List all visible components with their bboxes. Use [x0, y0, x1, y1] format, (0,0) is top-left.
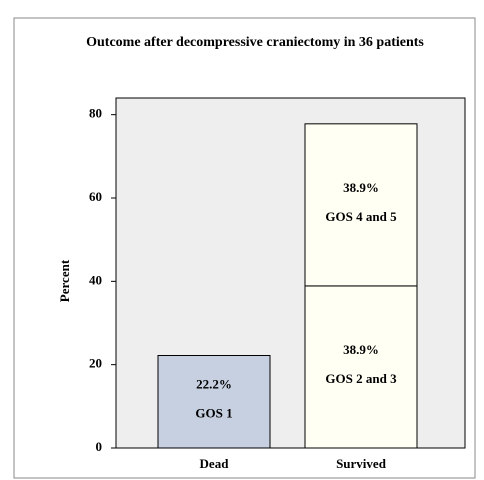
segment-label: GOS 4 and 5 [325, 209, 397, 224]
x-tick-label: Survived [336, 456, 387, 471]
bar-segment [304, 285, 418, 449]
bar-segment [157, 355, 271, 449]
y-tick-label: 60 [89, 189, 102, 204]
y-tick-label: 80 [89, 106, 102, 121]
value-label: 38.9% [343, 180, 379, 195]
value-label: 22.2% [196, 377, 232, 392]
y-tick-label: 20 [89, 356, 102, 371]
y-tick-label: 0 [96, 439, 103, 454]
value-label: 38.9% [343, 342, 379, 357]
y-axis-label: Percent [57, 259, 72, 302]
chart-title: Outcome after decompressive craniectomy … [86, 35, 424, 50]
segment-label: GOS 2 and 3 [325, 371, 397, 386]
segment-label: GOS 1 [195, 406, 232, 421]
x-tick-label: Dead [200, 456, 230, 471]
y-tick-label: 40 [89, 272, 102, 287]
bar-segment [304, 123, 418, 287]
